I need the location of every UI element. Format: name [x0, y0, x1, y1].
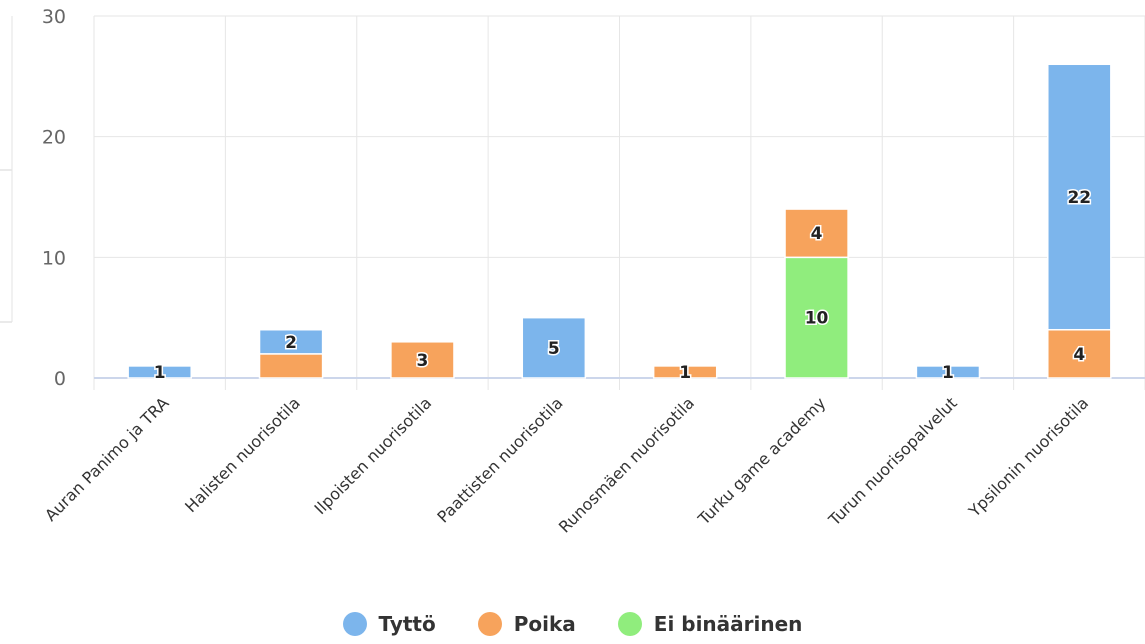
bar-segment[interactable] [652, 365, 718, 379]
bar-segment[interactable] [521, 316, 587, 379]
legend-marker [477, 612, 502, 636]
bar-segment[interactable] [784, 208, 849, 259]
y-tick-label: 10 [42, 247, 66, 269]
legend-item-tytto[interactable]: Tyttö [342, 612, 436, 636]
stacked-bar-chart: 1 2 3 5 1 10 4 1 4 22 0 10 20 30 Auran Panimo ja TRA… [0, 6, 1145, 537]
legend-label: Ei binäärinen [653, 612, 803, 636]
legend-item-ei-binaarinen[interactable]: Ei binäärinen [617, 612, 803, 636]
bars: 1 2 3 5 1 10 4 1 4 22 [127, 63, 1112, 384]
bar-segment[interactable] [390, 341, 455, 379]
data-label: 4 [1073, 345, 1085, 365]
legend-label: Tyttö [378, 612, 436, 636]
bar-segment[interactable] [258, 328, 324, 355]
data-label: 2 [285, 333, 297, 353]
category-label: Ypsilonin nuorisotila [964, 393, 1092, 521]
y-axis: 0 10 20 30 [42, 6, 66, 390]
data-label: 1 [154, 363, 166, 383]
data-label: 10 [805, 309, 829, 329]
data-label: 4 [811, 224, 823, 244]
data-label: 22 [1067, 188, 1091, 208]
legend-marker [342, 612, 367, 636]
legend-marker [617, 612, 642, 636]
legend-label: Poika [513, 612, 576, 636]
data-label: 5 [548, 339, 560, 359]
data-label: 1 [942, 363, 954, 383]
y-tick-label: 0 [54, 368, 66, 390]
category-label: Paattisten nuorisotila [433, 393, 566, 526]
y-tick-label: 20 [42, 127, 66, 149]
category-label: Turun nuorisopalvelut [824, 393, 961, 530]
category-label: Auran Panimo ja TRA [41, 393, 173, 525]
y-tick-label: 30 [42, 6, 66, 28]
bar-segment[interactable] [915, 365, 981, 379]
bar-segment[interactable] [258, 353, 324, 379]
legend-item-poika[interactable]: Poika [477, 612, 576, 636]
bar-segment[interactable] [127, 365, 192, 379]
category-label: Runosmäen nuorisotila [555, 393, 698, 536]
category-label: Halisten nuorisotila [181, 393, 304, 516]
category-label: Ilpoisten nuorisotila [311, 393, 436, 518]
legend: Tyttö Poika Ei binäärinen [0, 612, 1145, 636]
category-label: Turku game academy [694, 393, 830, 529]
bar-segment[interactable] [1047, 63, 1112, 331]
data-label: 1 [679, 363, 691, 383]
x-axis: Auran Panimo ja TRA Halisten nuorisotila I… [41, 393, 1092, 536]
data-label: 3 [417, 351, 429, 371]
